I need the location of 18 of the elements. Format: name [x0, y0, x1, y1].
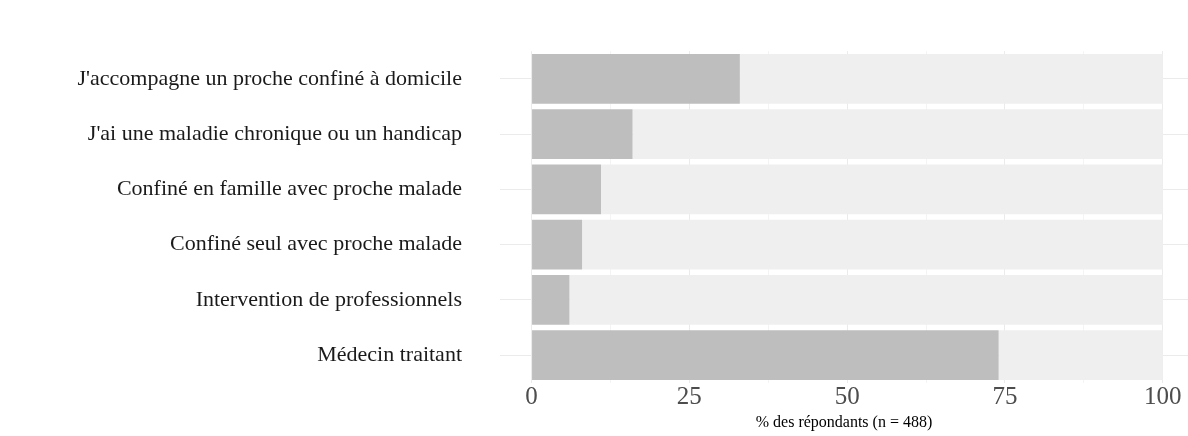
y-tick-label: Confiné seul avec proche malade	[170, 230, 462, 256]
x-tick-label: 75	[992, 382, 1018, 410]
bar	[532, 275, 570, 325]
y-tick-label: J'accompagne un proche confiné à domicile	[77, 64, 462, 90]
x-axis-title: % des répondants (n = 488)	[755, 412, 933, 431]
bar	[532, 164, 601, 215]
x-tick-label: 0	[525, 382, 538, 410]
bar	[532, 53, 740, 104]
y-tick-label: Médecin traitant	[317, 340, 462, 366]
y-tick-label: Confiné en famille avec proche malade	[116, 175, 462, 201]
x-tick-label: 100	[1144, 382, 1182, 410]
bar	[532, 109, 633, 159]
y-tick-label: Intervention de professionnels	[195, 285, 462, 311]
x-tick-label: 50	[834, 382, 860, 410]
y-tick-label: J'ai une maladie chronique ou un handicap	[87, 119, 462, 145]
bar	[532, 219, 583, 270]
bar	[532, 330, 999, 381]
x-tick-label: 25	[676, 382, 702, 410]
